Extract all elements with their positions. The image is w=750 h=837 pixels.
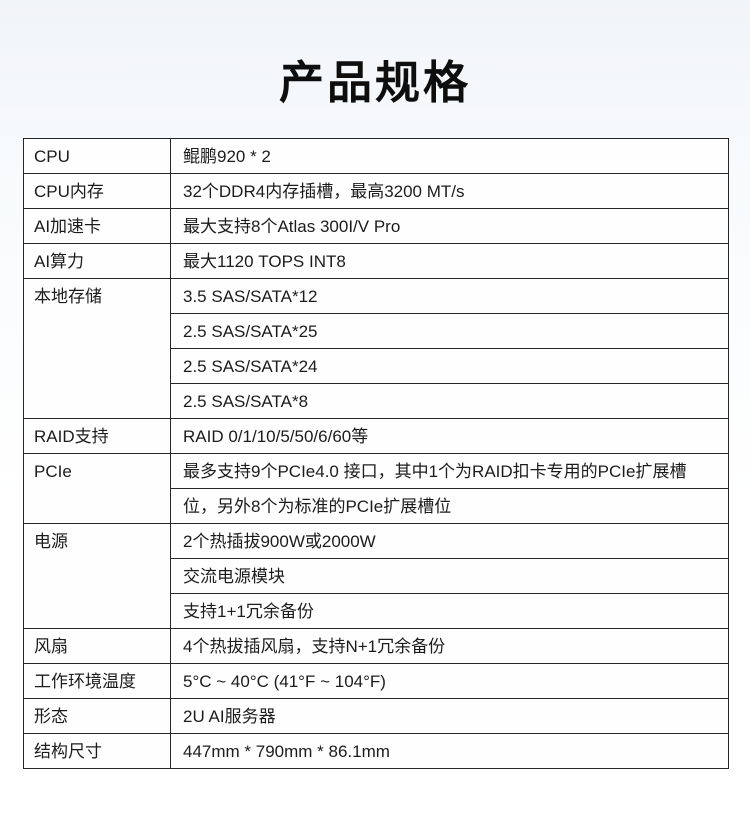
spec-label-cell: PCIe bbox=[23, 453, 171, 524]
spec-label-cell: AI加速卡 bbox=[23, 208, 171, 244]
spec-row: 风扇 4个热拔插风扇，支持N+1冗余备份 bbox=[23, 628, 729, 664]
spec-row: CPU 鲲鹏920 * 2 bbox=[23, 138, 729, 174]
spec-value-cell: 位，另外8个为标准的PCIe扩展槽位 bbox=[170, 488, 729, 524]
spec-value-cell: 鲲鹏920 * 2 bbox=[170, 138, 729, 174]
spec-row: 2.5 SAS/SATA*24 bbox=[24, 348, 729, 384]
spec-row: AI加速卡 最大支持8个Atlas 300I/V Pro bbox=[23, 208, 729, 244]
spec-value-cell: 2.5 SAS/SATA*25 bbox=[170, 313, 729, 349]
spec-label-cell: CPU内存 bbox=[23, 173, 171, 209]
spec-value-cell: 3.5 SAS/SATA*12 bbox=[170, 278, 729, 314]
spec-table-body: CPU 鲲鹏920 * 2 CPU内存 32个DDR4内存插槽，最高3200 MT/s… bbox=[23, 138, 729, 769]
spec-value-cell: 4个热拔插风扇，支持N+1冗余备份 bbox=[170, 628, 729, 664]
spec-row: 本地存储 3.5 SAS/SATA*12 bbox=[23, 278, 729, 419]
page-title: 产品规格 bbox=[278, 57, 471, 108]
spec-label-cell: 电源 bbox=[23, 523, 171, 629]
spec-value-cell: 5°C ~ 40°C (41°F ~ 104°F) bbox=[170, 663, 729, 699]
spec-label-cell: 结构尺寸 bbox=[23, 733, 171, 769]
spec-label-cell: 形态 bbox=[23, 698, 171, 734]
spec-value-cell: 最多支持9个PCIe4.0 接口，其中1个为RAID扣卡专用的PCIe扩展槽 bbox=[170, 453, 729, 489]
spec-row: 2.5 SAS/SATA*25 bbox=[24, 313, 729, 349]
spec-value-cell: 交流电源模块 bbox=[170, 558, 729, 594]
spec-row: 结构尺寸 447mm * 790mm * 86.1mm bbox=[23, 733, 729, 769]
spec-label-cell: 工作环境温度 bbox=[23, 663, 171, 699]
spec-value-cell: 2个热插拔900W或2000W bbox=[170, 523, 729, 559]
spec-row: 电源 2个热插拔900W或2000W bbox=[23, 523, 729, 629]
spec-row: CPU内存 32个DDR4内存插槽，最高3200 MT/s bbox=[23, 173, 729, 209]
spec-row: 形态 2U AI服务器 bbox=[23, 698, 729, 734]
spec-row: 位，另外8个为标准的PCIe扩展槽位 bbox=[24, 488, 729, 524]
spec-value-cell: 32个DDR4内存插槽，最高3200 MT/s bbox=[170, 173, 729, 209]
spec-value-cell: 2.5 SAS/SATA*24 bbox=[170, 348, 729, 384]
spec-value-cell: 支持1+1冗余备份 bbox=[170, 593, 729, 629]
spec-row: 支持1+1冗余备份 bbox=[24, 593, 729, 629]
spec-row: AI算力 最大1120 TOPS INT8 bbox=[23, 243, 729, 279]
spec-table: CPU 鲲鹏920 * 2 CPU内存 32个DDR4内存插槽，最高3200 MT/s… bbox=[23, 138, 729, 769]
spec-row: PCIe 最多支持9个PCIe4.0 接口，其中1个为RAID扣卡专用的PCIe扩… bbox=[23, 453, 729, 524]
spec-value-cell: 447mm * 790mm * 86.1mm bbox=[170, 733, 729, 769]
spec-value-cell: 最大支持8个Atlas 300I/V Pro bbox=[170, 208, 729, 244]
spec-value-cell: 2.5 SAS/SATA*8 bbox=[170, 383, 729, 419]
spec-label-cell: RAID支持 bbox=[23, 418, 171, 454]
spec-label-cell: 风扇 bbox=[23, 628, 171, 664]
spec-row: 工作环境温度 5°C ~ 40°C (41°F ~ 104°F) bbox=[23, 663, 729, 699]
spec-row: RAID支持 RAID 0/1/10/5/50/6/60等 bbox=[23, 418, 729, 454]
spec-label-cell: 本地存储 bbox=[23, 278, 171, 419]
spec-value-cell: 最大1120 TOPS INT8 bbox=[170, 243, 729, 279]
spec-value-cell: 2U AI服务器 bbox=[170, 698, 729, 734]
spec-label-cell: AI算力 bbox=[23, 243, 171, 279]
spec-value-cell: RAID 0/1/10/5/50/6/60等 bbox=[170, 418, 729, 454]
spec-label-cell: CPU bbox=[23, 138, 171, 174]
